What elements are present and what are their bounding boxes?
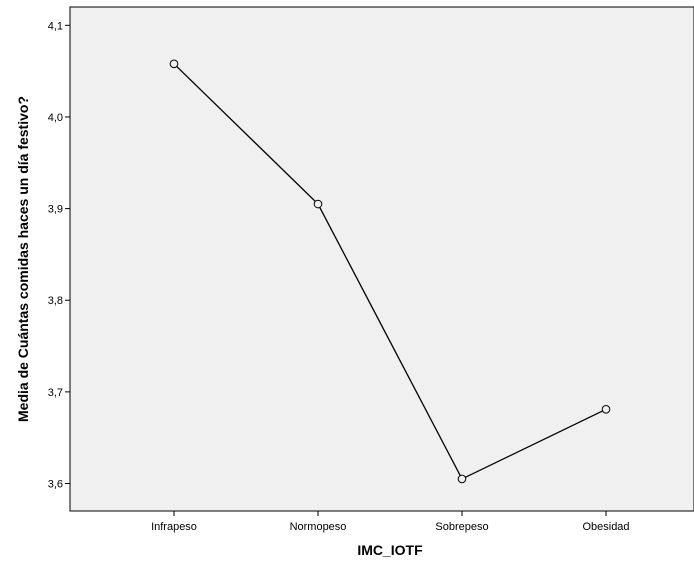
data-point [457, 474, 467, 484]
x-tick-label: Sobrepeso [435, 521, 488, 533]
x-axis-ticks: Infrapeso Normopeso Sobrepeso Obesidad [151, 511, 630, 533]
data-point [601, 404, 611, 414]
data-point [169, 59, 179, 69]
plot-area [69, 6, 694, 512]
x-tick-label: Obesidad [582, 521, 629, 533]
series-line [173, 63, 607, 480]
y-tick-label: 3,7 [48, 387, 63, 399]
data-points [169, 59, 611, 484]
data-point [313, 199, 323, 209]
x-tick-label: Normopeso [290, 521, 347, 533]
y-tick-label: 3,9 [48, 204, 63, 216]
y-axis-ticks: 3,6 3,7 3,8 3,9 4,0 4,1 [48, 20, 70, 491]
y-tick-label: 3,8 [48, 295, 63, 307]
y-tick-label: 4,0 [48, 112, 63, 124]
x-axis-title: IMC_IOTF [357, 542, 423, 558]
x-tick-label: Infrapeso [151, 521, 197, 533]
y-axis-title: Media de Cuántas comidas haces un día fe… [15, 96, 31, 422]
y-tick-label: 3,6 [48, 479, 63, 491]
y-tick-label: 4,1 [48, 20, 63, 32]
